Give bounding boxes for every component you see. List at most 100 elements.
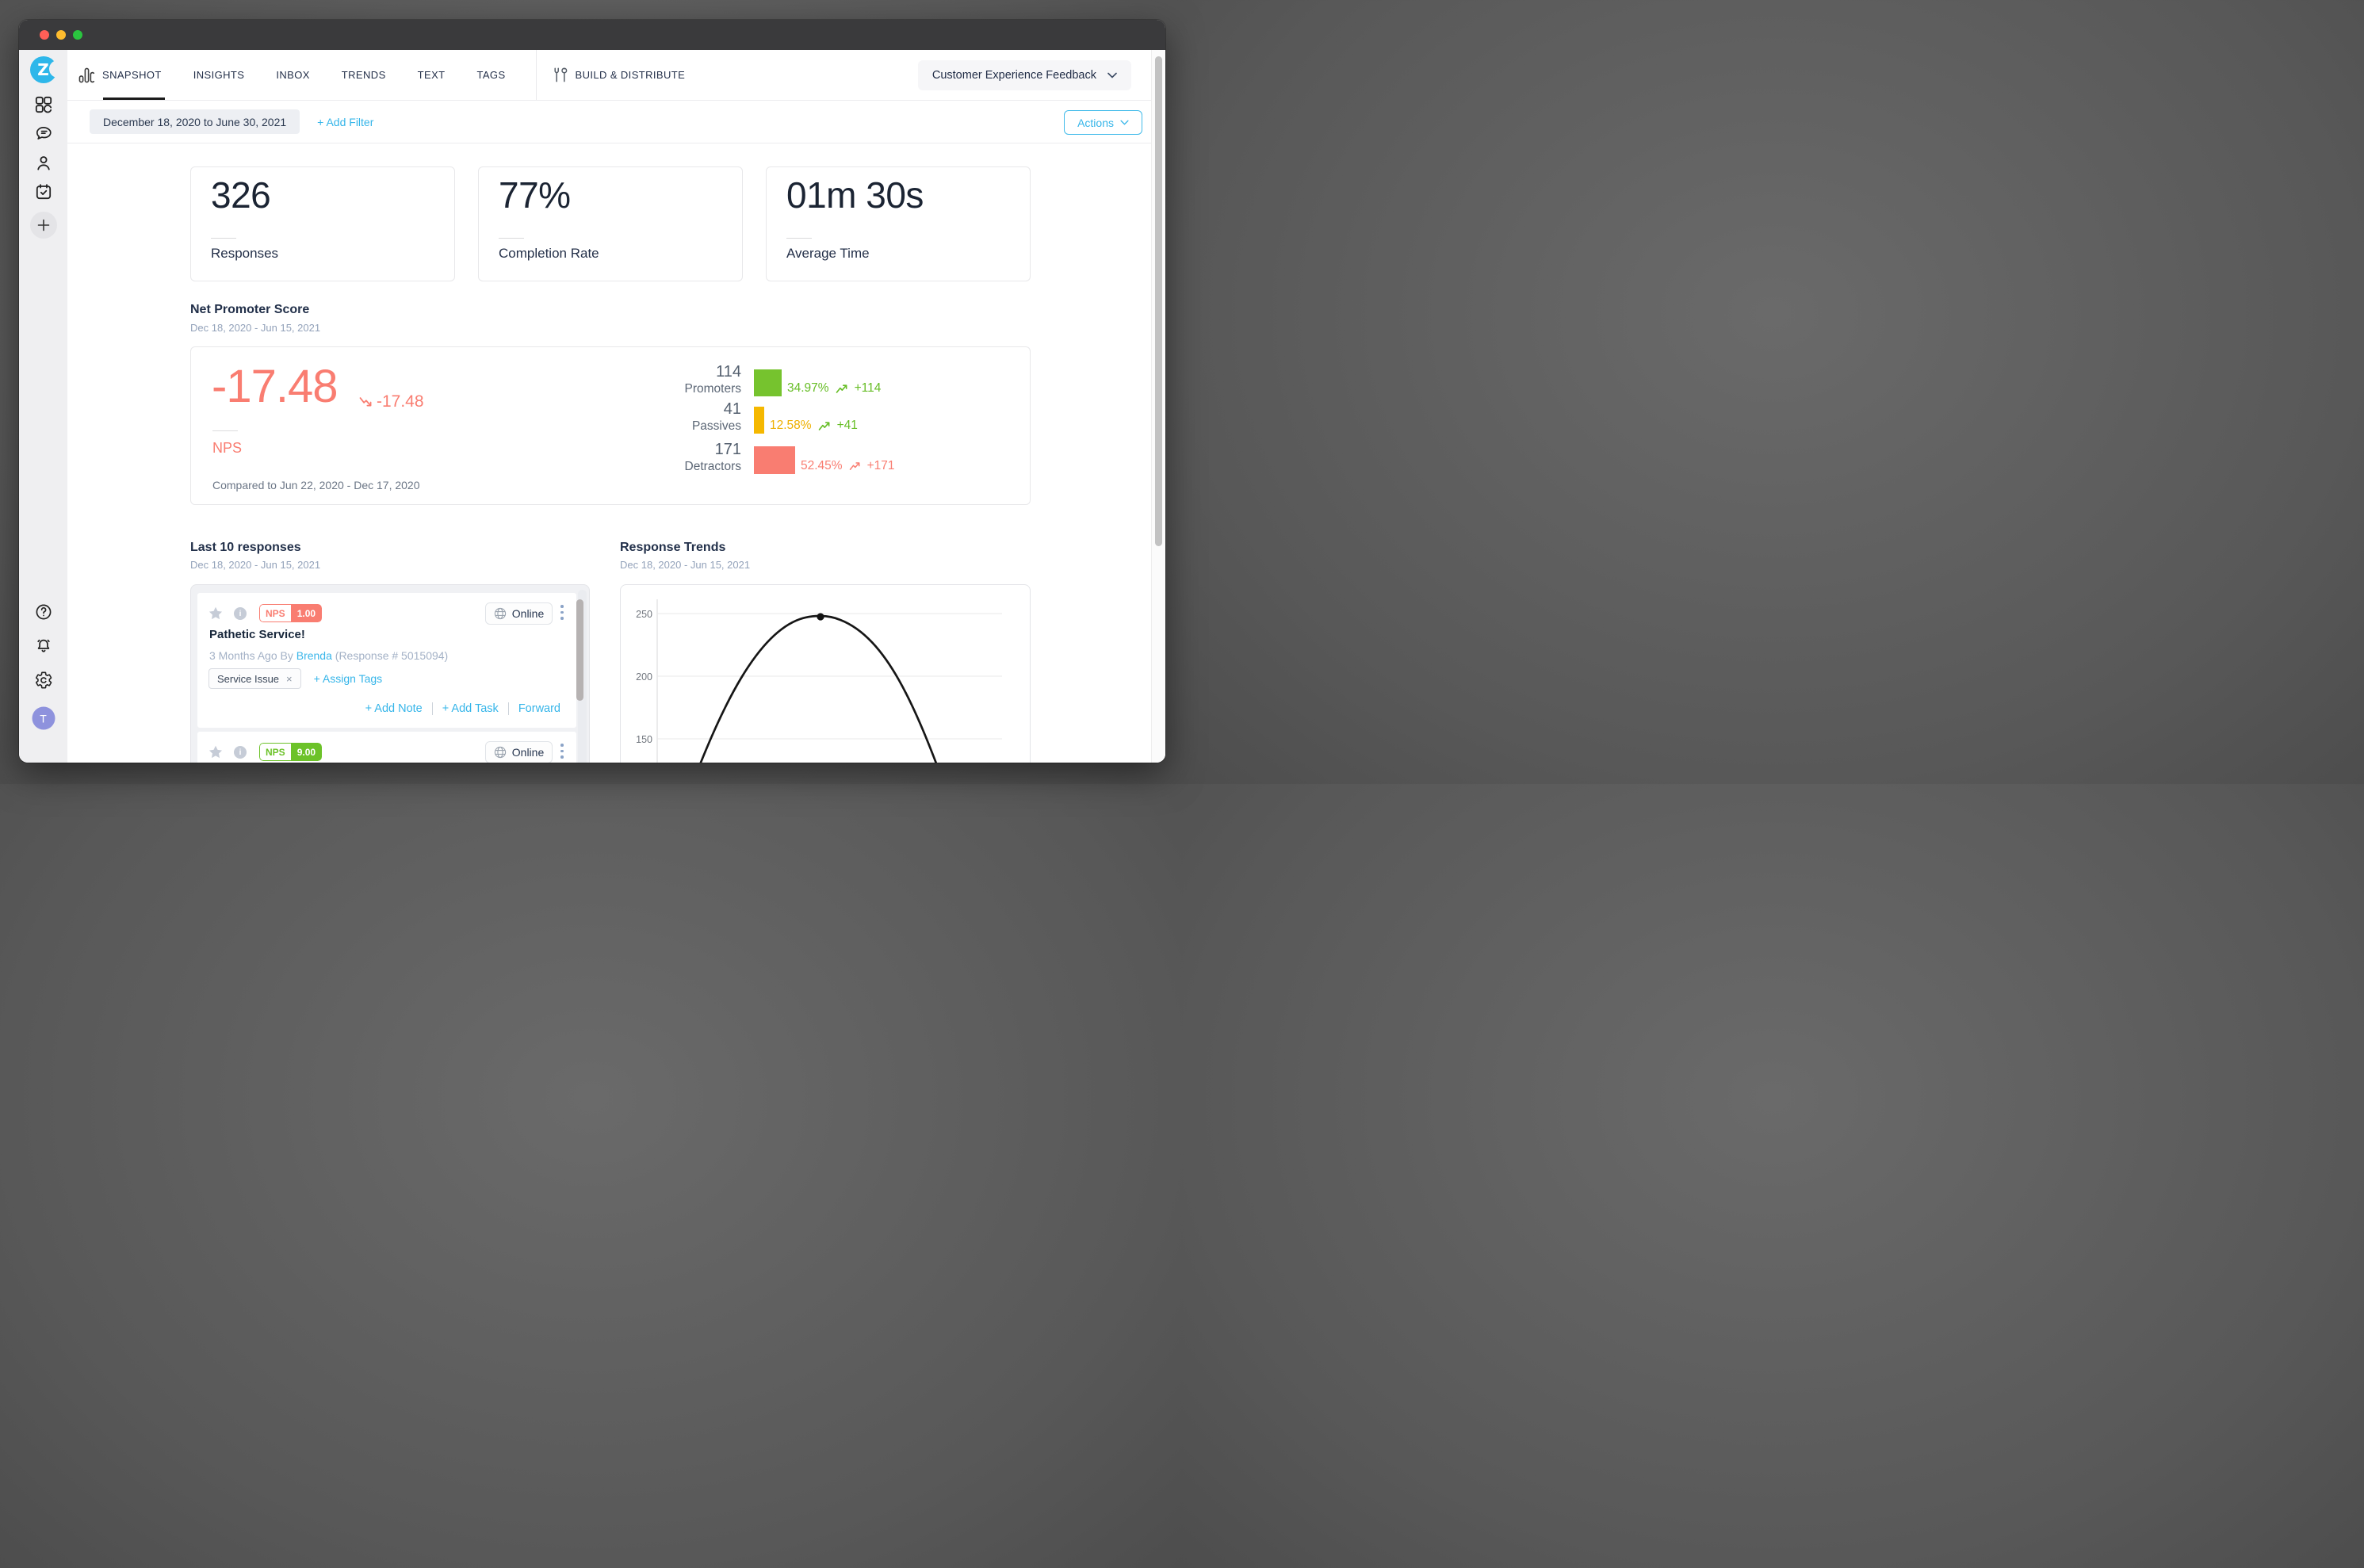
forward-link[interactable]: Forward	[507, 702, 560, 715]
tab-snapshot[interactable]: SNAPSHOT	[78, 50, 178, 100]
tab-label: TRENDS	[341, 69, 386, 81]
nav-divider	[535, 50, 537, 100]
sidebar-item-dashboard[interactable]	[34, 95, 53, 114]
nps-breakdown-row-passives: 41 Passives 12.58% +41	[648, 396, 858, 434]
responses-scrollbar[interactable]	[576, 590, 587, 763]
stat-card-responses: 326 Responses	[190, 166, 455, 281]
zoho-survey-logo[interactable]: Z	[29, 56, 67, 83]
nps-score-label: NPS	[212, 440, 243, 456]
add-new-button[interactable]	[29, 212, 57, 239]
tag-pill: Service Issue ×	[208, 668, 301, 689]
promoters-percent: 34.97%	[787, 381, 829, 395]
trends-section-daterange: Dec 18, 2020 - Jun 15, 2021	[620, 559, 751, 571]
channel-badge: Online	[485, 602, 553, 625]
response-card[interactable]: i NPS 1.00 Online Patheti	[197, 593, 576, 728]
nps-card: -17.48 -17.48 NPS Compared to Jun 22, 20…	[190, 346, 1031, 505]
sidebar-item-conversations[interactable]	[34, 124, 53, 143]
top-navigation: SNAPSHOT INSIGHTS INBOX TRENDS TEXT TAGS…	[67, 50, 1151, 101]
tab-label: INSIGHTS	[193, 69, 245, 81]
passives-percent: 12.58%	[770, 419, 812, 432]
tab-build-distribute[interactable]: BUILD & DISTRIBUTE	[545, 50, 694, 100]
dashboard-grid-icon	[35, 96, 52, 113]
scrollbar-thumb[interactable]	[1155, 56, 1162, 546]
remove-tag-icon[interactable]: ×	[286, 672, 293, 685]
tab-tags[interactable]: TAGS	[461, 50, 521, 100]
add-filter-link[interactable]: + Add Filter	[317, 115, 374, 128]
add-note-link[interactable]: + Add Note	[365, 702, 423, 715]
date-range-filter[interactable]: December 18, 2020 to June 30, 2021	[90, 109, 300, 134]
assign-tags-link[interactable]: + Assign Tags	[313, 672, 383, 685]
respondent-link[interactable]: Brenda	[296, 649, 332, 662]
nps-section-title: Net Promoter Score	[190, 303, 310, 316]
tab-label: TAGS	[476, 69, 506, 81]
gear-icon	[35, 671, 52, 689]
stat-card-completion-rate: 77% Completion Rate	[478, 166, 743, 281]
info-icon[interactable]: i	[234, 607, 247, 620]
actions-label: Actions	[1077, 116, 1114, 129]
scrollbar-thumb[interactable]	[576, 599, 583, 701]
settings-button[interactable]	[34, 671, 53, 690]
stat-cards: 326 Responses 77% Completion Rate 01m 30…	[190, 166, 1031, 281]
more-options-menu[interactable]	[560, 605, 564, 620]
divider	[211, 238, 236, 239]
trend-curve	[699, 614, 938, 763]
responses-panel: i NPS 1.00 Online Patheti	[190, 584, 590, 763]
channel-badge: Online	[485, 741, 553, 763]
trend-up-icon	[836, 384, 847, 393]
trends-section-title: Response Trends	[620, 541, 726, 554]
zoom-window-button[interactable]	[73, 30, 82, 40]
app-window: Z	[19, 20, 1165, 763]
survey-selector[interactable]: Customer Experience Feedback	[917, 60, 1131, 90]
passives-label: Passives	[691, 419, 741, 433]
main-content: SNAPSHOT INSIGHTS INBOX TRENDS TEXT TAGS…	[67, 50, 1165, 763]
user-avatar[interactable]: T	[32, 706, 55, 730]
responses-section-daterange: Dec 18, 2020 - Jun 15, 2021	[190, 559, 321, 571]
nps-section-daterange: Dec 18, 2020 - Jun 15, 2021	[190, 322, 321, 334]
help-button[interactable]	[34, 602, 53, 621]
close-window-button[interactable]	[40, 30, 49, 40]
detractors-count: 171	[714, 441, 741, 458]
tab-inbox[interactable]: INBOX	[260, 50, 325, 100]
tab-text[interactable]: TEXT	[402, 50, 461, 100]
tag-label: Service Issue	[217, 672, 280, 685]
globe-icon	[494, 746, 506, 759]
nps-score-badge: NPS 9.00	[259, 743, 323, 761]
detractors-percent: 52.45%	[801, 459, 843, 472]
avatar: T	[32, 706, 55, 730]
response-card[interactable]: i NPS 9.00 Online	[197, 732, 576, 763]
promoters-bar	[754, 369, 782, 396]
build-distribute-label: BUILD & DISTRIBUTE	[575, 69, 686, 81]
nps-breakdown-row-promoters: 114 Promoters 34.97% +114	[648, 358, 881, 396]
notifications-button[interactable]	[34, 637, 53, 656]
promoters-change: +114	[854, 381, 882, 395]
nps-delta: -17.48	[377, 392, 424, 411]
tab-trends[interactable]: TRENDS	[326, 50, 402, 100]
main-scrollbar[interactable]	[1151, 50, 1165, 763]
add-task-link[interactable]: + Add Task	[431, 702, 499, 715]
info-icon[interactable]: i	[234, 746, 247, 759]
actions-button[interactable]: Actions	[1064, 110, 1142, 135]
sidebar-item-tasks[interactable]	[34, 182, 53, 201]
divider	[786, 238, 812, 239]
person-icon	[36, 156, 50, 170]
bell-icon	[36, 639, 50, 652]
response-trends-chart: 250 200 150	[620, 584, 1031, 763]
star-icon[interactable]	[208, 606, 223, 620]
star-icon[interactable]	[208, 745, 223, 759]
sidebar-item-contacts[interactable]	[34, 154, 53, 173]
stat-card-average-time: 01m 30s Average Time	[766, 166, 1031, 281]
more-options-menu[interactable]	[560, 744, 564, 759]
nps-score-badge: NPS 1.00	[259, 604, 323, 622]
promoters-count: 114	[716, 363, 741, 381]
tab-label: TEXT	[417, 69, 446, 81]
trend-down-icon	[359, 397, 372, 407]
tab-insights[interactable]: INSIGHTS	[178, 50, 261, 100]
divider	[499, 238, 524, 239]
stat-value: 326	[211, 174, 271, 216]
stat-value: 01m 30s	[786, 174, 924, 216]
channel-label: Online	[511, 607, 545, 620]
passives-bar	[754, 407, 764, 434]
channel-label: Online	[511, 746, 545, 759]
survey-selector-value: Customer Experience Feedback	[931, 69, 1096, 82]
minimize-window-button[interactable]	[56, 30, 66, 40]
